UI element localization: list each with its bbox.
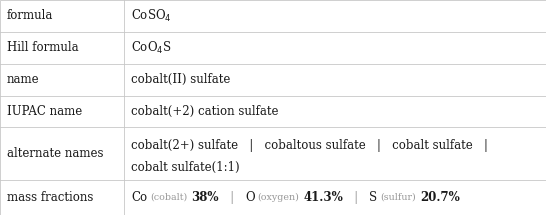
Text: (oxygen): (oxygen) bbox=[258, 193, 300, 202]
Text: |: | bbox=[343, 191, 370, 204]
Text: CoO$_4$S: CoO$_4$S bbox=[131, 40, 171, 56]
Text: CoSO$_4$: CoSO$_4$ bbox=[131, 8, 171, 24]
Text: 20.7%: 20.7% bbox=[420, 191, 460, 204]
Text: 41.3%: 41.3% bbox=[303, 191, 343, 204]
Text: alternate names: alternate names bbox=[7, 147, 103, 160]
Text: S: S bbox=[370, 191, 377, 204]
Text: (sulfur): (sulfur) bbox=[381, 193, 416, 202]
Text: IUPAC name: IUPAC name bbox=[7, 105, 82, 118]
Text: name: name bbox=[7, 73, 39, 86]
Text: Co: Co bbox=[131, 191, 147, 204]
Text: O: O bbox=[245, 191, 254, 204]
Text: Hill formula: Hill formula bbox=[7, 41, 78, 54]
Text: mass fractions: mass fractions bbox=[7, 191, 93, 204]
Text: formula: formula bbox=[7, 9, 53, 22]
Text: cobalt(II) sulfate: cobalt(II) sulfate bbox=[131, 73, 230, 86]
Text: |: | bbox=[218, 191, 245, 204]
Text: 38%: 38% bbox=[191, 191, 218, 204]
Text: cobalt sulfate(1:1): cobalt sulfate(1:1) bbox=[131, 161, 240, 174]
Text: cobalt(+2) cation sulfate: cobalt(+2) cation sulfate bbox=[131, 105, 278, 118]
Text: (cobalt): (cobalt) bbox=[150, 193, 187, 202]
Text: cobalt(2+) sulfate   |   cobaltous sulfate   |   cobalt sulfate   |: cobalt(2+) sulfate | cobaltous sulfate |… bbox=[131, 139, 488, 152]
